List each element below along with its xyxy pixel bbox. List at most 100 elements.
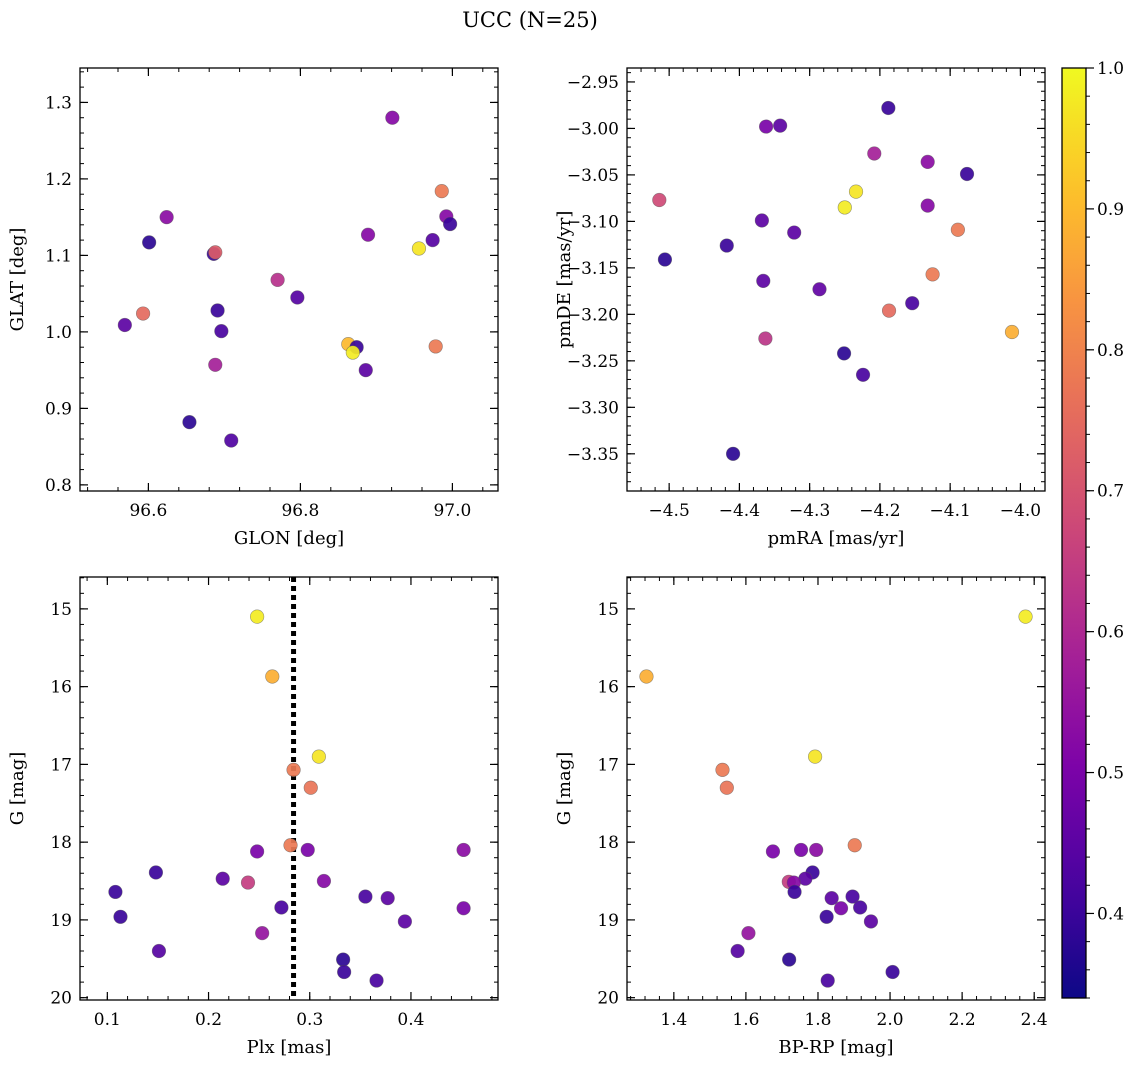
scatter-point xyxy=(765,844,781,859)
scatter-point xyxy=(345,345,360,360)
scatter-point xyxy=(758,119,774,134)
scatter-point xyxy=(639,669,654,684)
scatter-point xyxy=(434,184,449,199)
y-tick-label: 15 xyxy=(597,600,619,620)
scatter-points xyxy=(639,609,1033,988)
x-tick-label: 1.8 xyxy=(804,1010,831,1030)
y-tick-label: 17 xyxy=(50,755,72,775)
scatter-points xyxy=(117,110,458,448)
scatter-point xyxy=(1004,324,1020,340)
scatter-point xyxy=(250,609,265,624)
y-tick-label: 20 xyxy=(597,989,619,1009)
scatter-point xyxy=(925,267,940,282)
scatter-point xyxy=(270,272,285,287)
scatter-point xyxy=(380,891,395,906)
scatter-point xyxy=(719,780,734,795)
scatter-point xyxy=(286,762,301,777)
colorbar-tick-label: 0.5 xyxy=(1097,764,1124,784)
x-tick-label: −4.2 xyxy=(859,501,900,521)
scatter-point xyxy=(108,884,123,900)
scatter-point xyxy=(787,884,802,900)
y-tick-label: 19 xyxy=(50,911,72,931)
y-tick-label: 0.9 xyxy=(45,399,72,419)
scatter-point xyxy=(135,306,151,321)
x-tick-label: 0.4 xyxy=(397,1010,424,1030)
colorbar-tick-label: 0.4 xyxy=(1097,904,1124,924)
y-tick-label: −3.10 xyxy=(567,212,619,232)
x-tick-label: 96.8 xyxy=(281,501,319,521)
x-tick-label: 0.3 xyxy=(296,1010,323,1030)
scatter-point xyxy=(881,303,897,318)
scatter-point xyxy=(920,198,935,213)
y-tick-label: 15 xyxy=(50,600,72,620)
scatter-point xyxy=(283,838,298,853)
scatter-point xyxy=(443,216,458,232)
y-tick-label: −3.15 xyxy=(567,259,619,279)
scatter-point xyxy=(754,213,769,228)
scatter-point xyxy=(719,238,734,253)
scatter-point xyxy=(836,346,852,361)
scatter-point xyxy=(847,838,862,853)
y-tick-label: 18 xyxy=(50,833,72,853)
scatter-point xyxy=(290,290,305,305)
colorbar-tick-label: 0.7 xyxy=(1097,482,1124,502)
scatter-point xyxy=(215,871,230,886)
scatter-point xyxy=(274,900,289,915)
y-tick-label: −3.05 xyxy=(567,166,619,186)
x-tick-label: 2.4 xyxy=(1021,1010,1048,1030)
scatter-point xyxy=(208,357,223,372)
x-axis-label: Plx [mas] xyxy=(247,1037,332,1058)
scatter-point xyxy=(208,245,223,260)
scatter-point xyxy=(360,227,376,242)
scatter-points xyxy=(108,577,471,1000)
scatter-point xyxy=(311,749,326,764)
x-tick-label: 0.2 xyxy=(195,1010,222,1030)
colorbar: 0.4 0.5 0.6 0.7 0.8 0.9 1.0 xyxy=(1061,59,1124,999)
scatter-point xyxy=(773,118,788,133)
x-tick-label: 96.6 xyxy=(129,501,167,521)
scatter-point xyxy=(214,324,229,339)
plot-frame xyxy=(79,67,499,492)
scatter-point xyxy=(358,363,373,378)
panel-pmra-pmde: −4.5 −4.4 −4.3 −4.2 −4.1 −4.0 −3.35 −3.30 −3.25 −… xyxy=(554,67,1046,549)
scatter-point xyxy=(159,210,174,225)
scatter-point xyxy=(819,909,834,924)
scatter-point xyxy=(807,749,823,764)
scatter-point xyxy=(456,842,471,858)
scatter-point xyxy=(411,241,427,256)
scatter-point xyxy=(397,914,412,929)
scatter-point xyxy=(837,200,852,215)
scatter-point xyxy=(336,952,351,967)
panel-bprp-g: 1.4 1.6 1.8 2.0 2.2 2.4 15 16 17 18 19 20 BP-RP [mag… xyxy=(554,576,1048,1058)
x-axis-label: GLON [deg] xyxy=(234,528,344,549)
y-tick-label: −3.25 xyxy=(567,352,619,372)
scatter-points xyxy=(652,100,1020,461)
scatter-point xyxy=(265,669,280,684)
scatter-point xyxy=(741,926,756,941)
colorbar-tick-label: 0.9 xyxy=(1097,200,1124,220)
x-tick-label: 97.0 xyxy=(433,501,471,521)
scatter-point xyxy=(885,964,900,980)
panel-plx-g: 0.1 0.2 0.3 0.4 15 16 17 18 19 20 Plx [mas] G [mag] xyxy=(7,576,499,1058)
y-tick-label: 18 xyxy=(597,833,619,853)
scatter-point xyxy=(148,865,164,880)
colorbar-tick-label: 1.0 xyxy=(1097,59,1124,79)
scatter-point xyxy=(425,233,440,248)
scatter-point xyxy=(255,926,270,941)
scatter-point xyxy=(820,973,835,988)
scatter-point xyxy=(182,415,197,430)
y-tick-label: −3.20 xyxy=(567,305,619,325)
scatter-point xyxy=(210,303,225,318)
y-tick-label: −3.00 xyxy=(567,119,619,139)
scatter-point xyxy=(113,909,128,924)
y-tick-label: −2.95 xyxy=(567,73,619,93)
y-tick-label: 16 xyxy=(597,678,619,698)
scatter-point xyxy=(845,889,860,904)
scatter-point xyxy=(300,842,315,858)
y-tick-label: 0.8 xyxy=(45,476,72,496)
x-tick-label: −4.1 xyxy=(930,501,971,521)
scatter-point xyxy=(793,842,809,858)
scatter-point xyxy=(369,973,384,988)
y-axis-label: G [mag] xyxy=(554,752,575,825)
